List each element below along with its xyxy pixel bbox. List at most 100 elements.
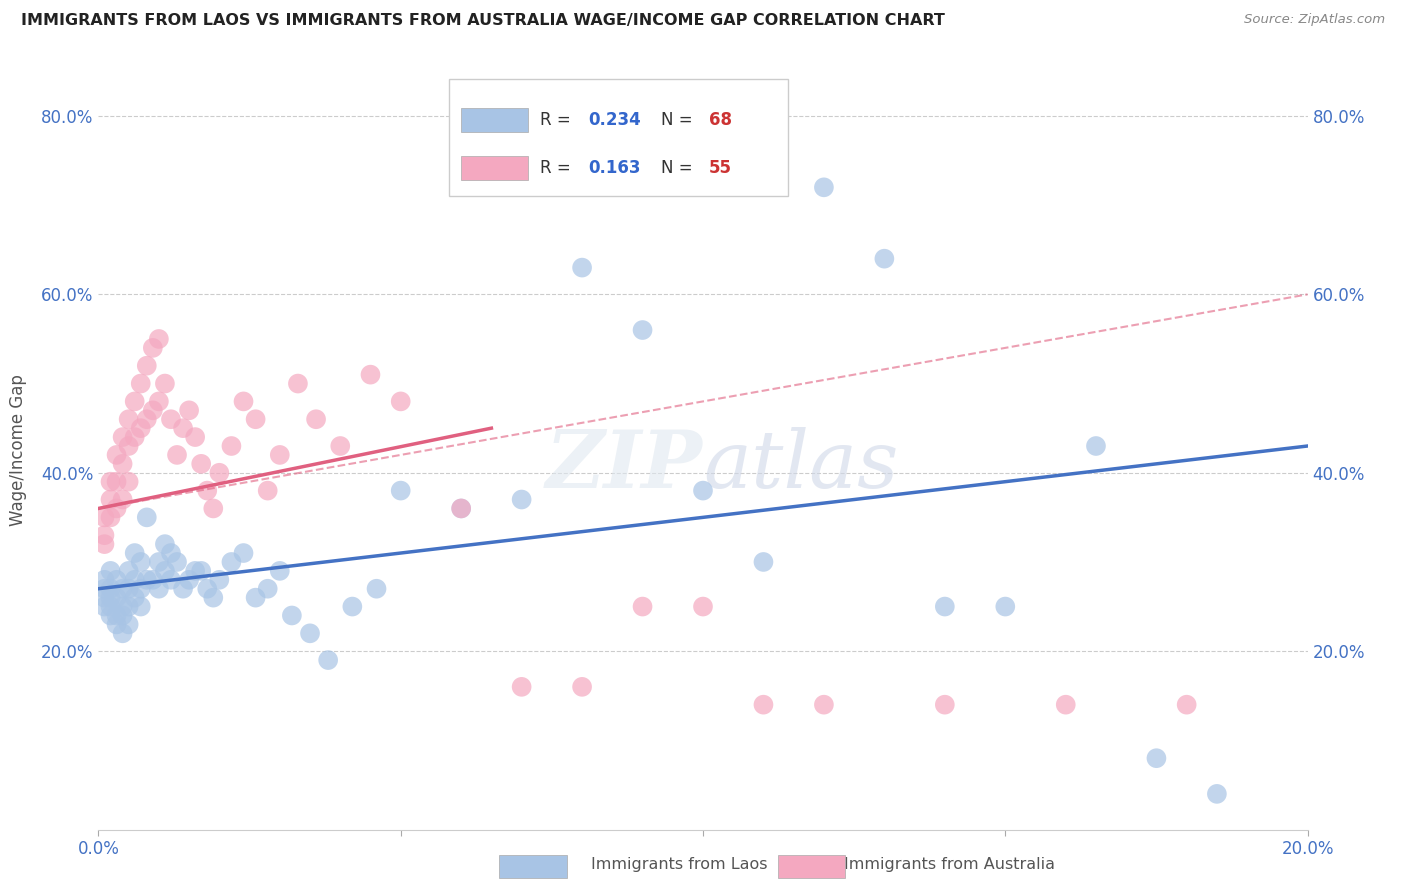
Point	[100, 608, 122, 623]
Point	[118, 475, 141, 489]
Point	[873, 252, 896, 266]
Point	[111, 626, 134, 640]
Point	[124, 430, 146, 444]
Point	[124, 546, 146, 560]
Point	[631, 599, 654, 614]
Point	[129, 421, 152, 435]
Point	[172, 421, 194, 435]
Text: Immigrants from Laos: Immigrants from Laos	[591, 857, 768, 872]
Point	[105, 608, 128, 623]
Point	[153, 564, 176, 578]
Point	[111, 608, 134, 623]
Text: Immigrants from Australia: Immigrants from Australia	[844, 857, 1054, 872]
Point	[111, 582, 134, 596]
FancyBboxPatch shape	[449, 79, 787, 196]
Point	[184, 430, 207, 444]
Point	[813, 180, 835, 194]
Point	[124, 394, 146, 409]
Point	[100, 564, 122, 578]
Point	[269, 564, 291, 578]
Point	[221, 555, 243, 569]
Point	[510, 492, 533, 507]
Point	[179, 573, 201, 587]
Point	[1175, 698, 1198, 712]
Point	[135, 510, 157, 524]
Point	[111, 599, 134, 614]
Point	[118, 599, 141, 614]
Point	[510, 680, 533, 694]
Point	[269, 448, 291, 462]
Point	[190, 564, 212, 578]
Text: IMMIGRANTS FROM LAOS VS IMMIGRANTS FROM AUSTRALIA WAGE/INCOME GAP CORRELATION CH: IMMIGRANTS FROM LAOS VS IMMIGRANTS FROM …	[21, 13, 945, 29]
Text: atlas: atlas	[703, 427, 898, 504]
Point	[232, 546, 254, 560]
Point	[100, 475, 122, 489]
Point	[160, 546, 183, 560]
Point	[93, 599, 115, 614]
Point	[142, 403, 165, 417]
Point	[934, 698, 956, 712]
Point	[221, 439, 243, 453]
Point	[450, 501, 472, 516]
Point	[100, 510, 122, 524]
Point	[93, 591, 115, 605]
Y-axis label: Wage/Income Gap: Wage/Income Gap	[10, 375, 27, 526]
Point	[129, 599, 152, 614]
Point	[118, 582, 141, 596]
Point	[245, 412, 267, 426]
Point	[450, 501, 472, 516]
Point	[571, 680, 593, 694]
Point	[305, 412, 328, 426]
Point	[631, 323, 654, 337]
Point	[100, 492, 122, 507]
Point	[93, 573, 115, 587]
Point	[202, 591, 225, 605]
Point	[100, 599, 122, 614]
Point	[160, 412, 183, 426]
Point	[148, 394, 170, 409]
Text: 68: 68	[709, 111, 733, 128]
Text: Source: ZipAtlas.com: Source: ZipAtlas.com	[1244, 13, 1385, 27]
Point	[281, 608, 304, 623]
Point	[172, 582, 194, 596]
Point	[142, 341, 165, 355]
Point	[287, 376, 309, 391]
Point	[135, 412, 157, 426]
Point	[148, 332, 170, 346]
Point	[692, 483, 714, 498]
Point	[195, 483, 218, 498]
Text: R =: R =	[540, 111, 576, 128]
Point	[105, 501, 128, 516]
Point	[93, 582, 115, 596]
Text: N =: N =	[661, 111, 697, 128]
Point	[208, 466, 231, 480]
Point	[153, 537, 176, 551]
Point	[256, 483, 278, 498]
Point	[105, 573, 128, 587]
Point	[316, 653, 339, 667]
Point	[93, 537, 115, 551]
Point	[360, 368, 382, 382]
Point	[166, 448, 188, 462]
Point	[1054, 698, 1077, 712]
Point	[105, 475, 128, 489]
Point	[135, 573, 157, 587]
Point	[93, 528, 115, 542]
Text: R =: R =	[540, 159, 576, 177]
Point	[118, 564, 141, 578]
Point	[1144, 751, 1167, 765]
Point	[129, 582, 152, 596]
Point	[1085, 439, 1108, 453]
FancyBboxPatch shape	[461, 155, 527, 180]
Point	[129, 555, 152, 569]
Point	[184, 564, 207, 578]
Point	[190, 457, 212, 471]
Point	[342, 599, 364, 614]
Point	[571, 260, 593, 275]
Point	[208, 573, 231, 587]
Point	[232, 394, 254, 409]
Point	[118, 617, 141, 632]
Point	[142, 573, 165, 587]
Point	[111, 457, 134, 471]
Point	[105, 448, 128, 462]
